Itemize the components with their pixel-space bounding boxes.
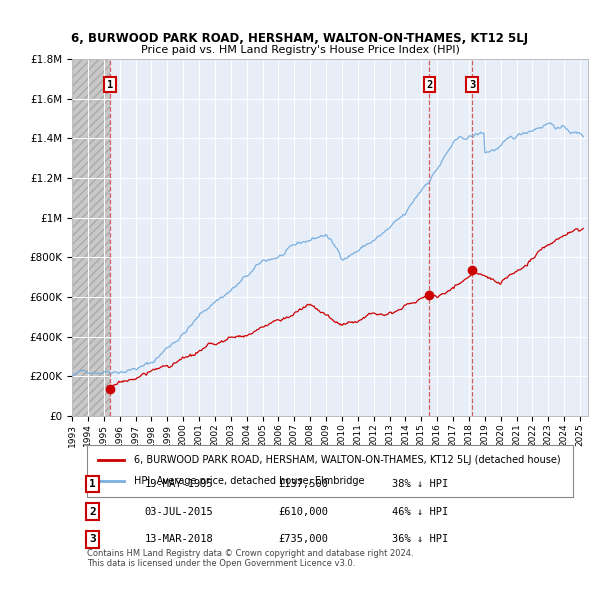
Text: 2: 2 (89, 507, 96, 517)
Text: HPI: Average price, detached house, Elmbridge: HPI: Average price, detached house, Elmb… (134, 476, 364, 486)
Text: £137,500: £137,500 (278, 479, 328, 489)
Text: 1: 1 (89, 479, 96, 489)
Text: 6, BURWOOD PARK ROAD, HERSHAM, WALTON-ON-THAMES, KT12 5LJ (detached house): 6, BURWOOD PARK ROAD, HERSHAM, WALTON-ON… (134, 455, 560, 465)
Text: £735,000: £735,000 (278, 535, 328, 544)
Text: 36% ↓ HPI: 36% ↓ HPI (392, 535, 448, 544)
Text: 13-MAR-2018: 13-MAR-2018 (144, 535, 213, 544)
Text: 1: 1 (107, 80, 113, 90)
Text: 6, BURWOOD PARK ROAD, HERSHAM, WALTON-ON-THAMES, KT12 5LJ: 6, BURWOOD PARK ROAD, HERSHAM, WALTON-ON… (71, 32, 529, 45)
Text: Contains HM Land Registry data © Crown copyright and database right 2024.
This d: Contains HM Land Registry data © Crown c… (88, 549, 414, 568)
Text: 3: 3 (89, 535, 96, 544)
Text: 3: 3 (469, 80, 475, 90)
Text: 03-JUL-2015: 03-JUL-2015 (144, 507, 213, 517)
Bar (72, 59, 110, 416)
FancyBboxPatch shape (88, 445, 572, 497)
Text: 2: 2 (426, 80, 433, 90)
Text: £610,000: £610,000 (278, 507, 328, 517)
Text: Price paid vs. HM Land Registry's House Price Index (HPI): Price paid vs. HM Land Registry's House … (140, 45, 460, 55)
Text: 46% ↓ HPI: 46% ↓ HPI (392, 507, 448, 517)
Text: 38% ↓ HPI: 38% ↓ HPI (392, 479, 448, 489)
Text: 19-MAY-1995: 19-MAY-1995 (144, 479, 213, 489)
